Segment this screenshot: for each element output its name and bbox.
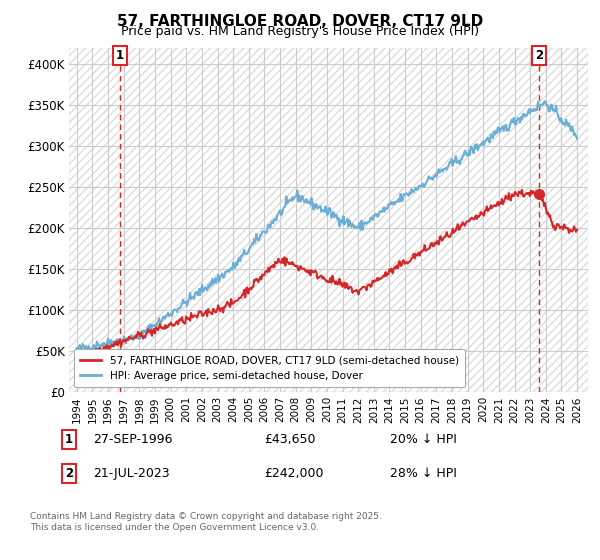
Text: 20% ↓ HPI: 20% ↓ HPI <box>390 433 457 446</box>
Text: 2: 2 <box>65 466 73 480</box>
Text: £43,650: £43,650 <box>264 433 316 446</box>
Text: 1: 1 <box>116 49 124 62</box>
Text: Contains HM Land Registry data © Crown copyright and database right 2025.
This d: Contains HM Land Registry data © Crown c… <box>30 512 382 532</box>
Legend: 57, FARTHINGLOE ROAD, DOVER, CT17 9LD (semi-detached house), HPI: Average price,: 57, FARTHINGLOE ROAD, DOVER, CT17 9LD (s… <box>74 349 465 387</box>
Text: 21-JUL-2023: 21-JUL-2023 <box>93 466 170 480</box>
Text: 57, FARTHINGLOE ROAD, DOVER, CT17 9LD: 57, FARTHINGLOE ROAD, DOVER, CT17 9LD <box>117 14 483 29</box>
Text: 27-SEP-1996: 27-SEP-1996 <box>93 433 173 446</box>
Text: 2: 2 <box>535 49 543 62</box>
Text: 28% ↓ HPI: 28% ↓ HPI <box>390 466 457 480</box>
Text: 1: 1 <box>65 433 73 446</box>
Text: £242,000: £242,000 <box>264 466 323 480</box>
Text: Price paid vs. HM Land Registry's House Price Index (HPI): Price paid vs. HM Land Registry's House … <box>121 25 479 38</box>
